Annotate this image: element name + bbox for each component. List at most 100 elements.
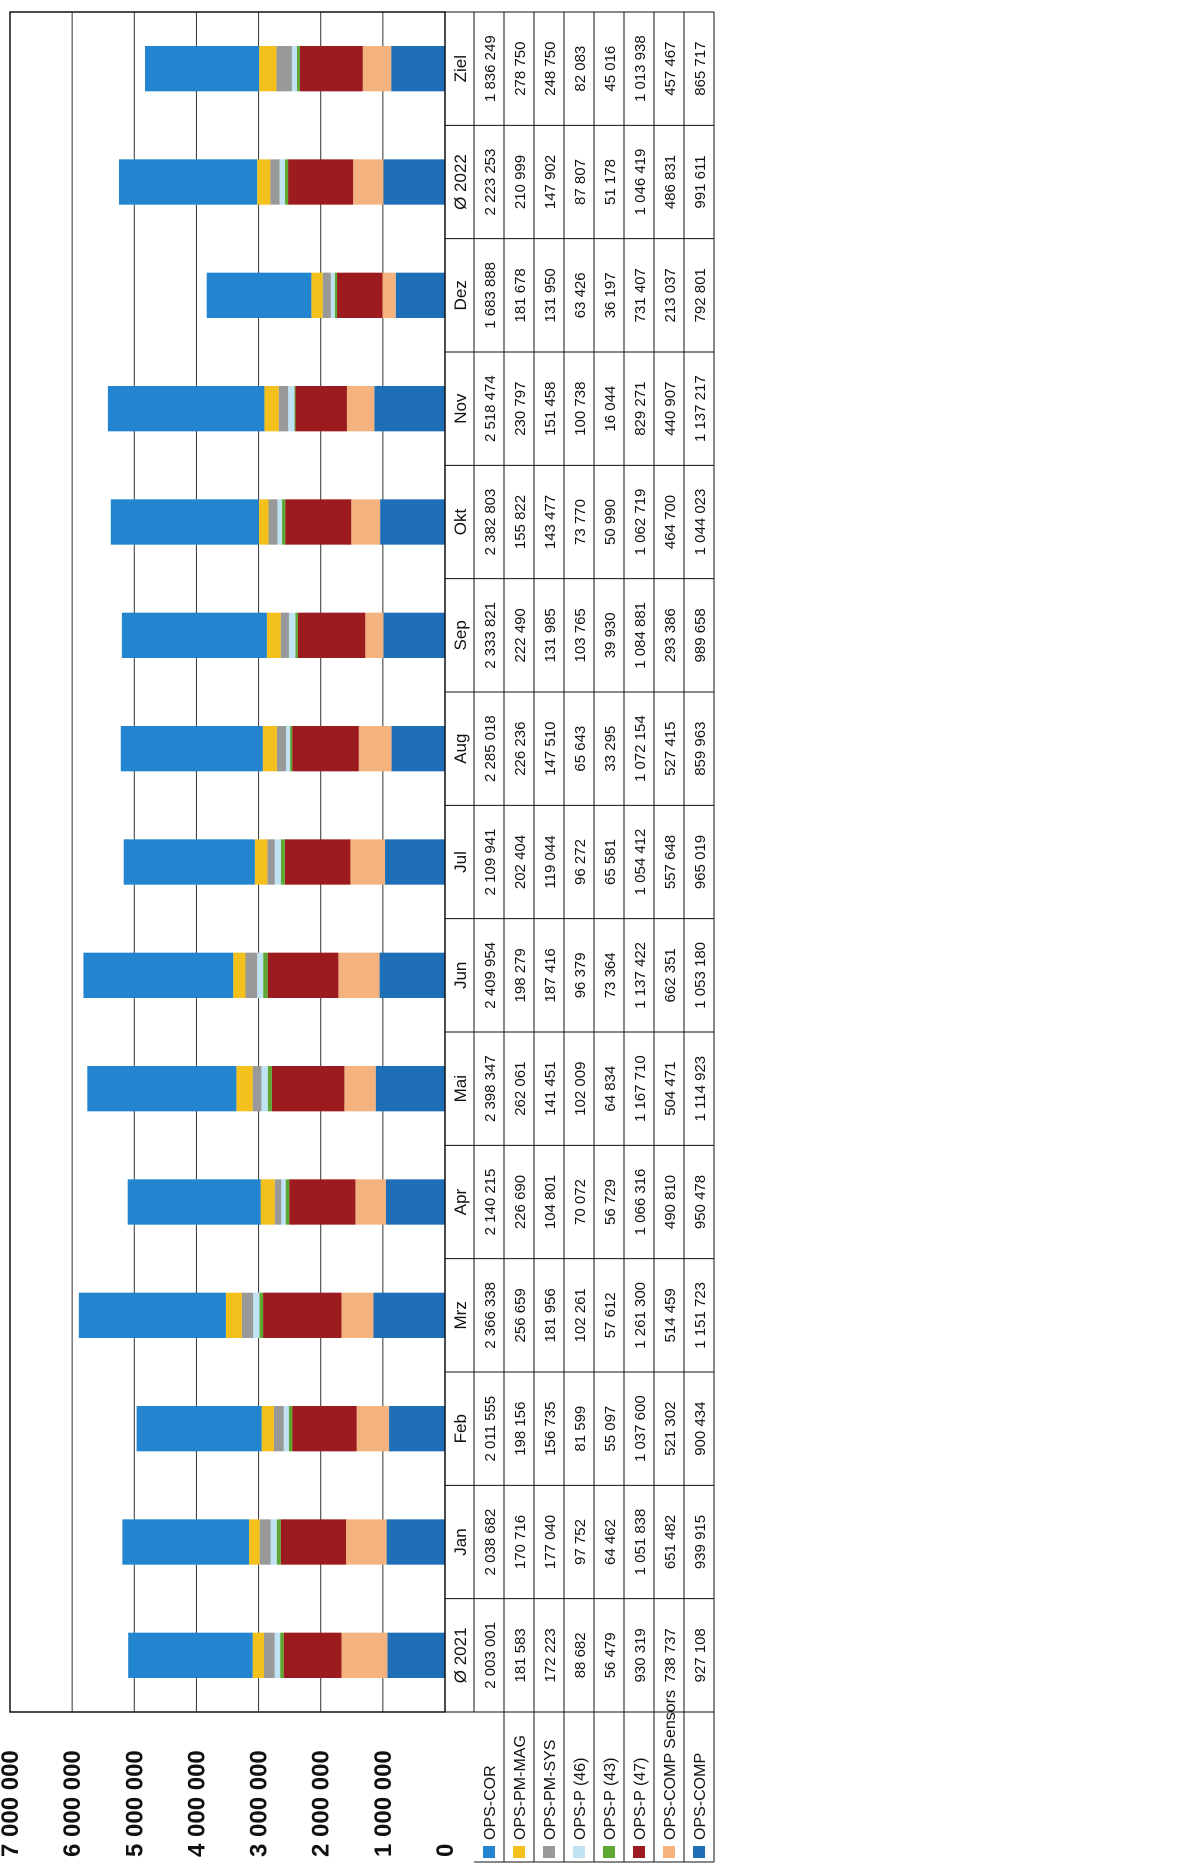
table-cell: 1 683 888 bbox=[482, 262, 499, 329]
bar-segment bbox=[373, 1292, 446, 1338]
bar-segment bbox=[295, 386, 347, 432]
bar-segment bbox=[249, 1519, 260, 1565]
table-cell: 1 137 422 bbox=[632, 942, 649, 1009]
table-cell: 87 807 bbox=[572, 159, 589, 205]
bar-segment bbox=[346, 386, 375, 432]
legend-label: OPS-COMP bbox=[692, 1753, 709, 1840]
bar-segment bbox=[107, 386, 265, 432]
table-column-header: Feb bbox=[451, 1414, 470, 1443]
y-axis-tick-labels: 0 1 000 000 2 000 000 3 000 000 4 000 000 5 0… bbox=[0, 1750, 459, 1857]
table-cell: 504 471 bbox=[662, 1062, 679, 1116]
table-column-header: Jan bbox=[451, 1528, 470, 1555]
legend-swatch bbox=[513, 1846, 525, 1858]
table-cell: 490 810 bbox=[662, 1175, 679, 1229]
table-cell: 131 950 bbox=[542, 268, 559, 322]
bar-segment bbox=[341, 1292, 374, 1338]
bar-segment bbox=[267, 952, 339, 998]
bar-segment bbox=[282, 499, 286, 545]
table-cell: 102 009 bbox=[572, 1062, 589, 1116]
bar-segment bbox=[285, 1179, 290, 1225]
bar-segment bbox=[127, 1179, 261, 1225]
bar-segment bbox=[391, 46, 445, 92]
bar-segment bbox=[264, 386, 279, 432]
table-column-header: Okt bbox=[451, 509, 470, 536]
bar-segment bbox=[379, 952, 446, 998]
bar-segment bbox=[276, 1519, 281, 1565]
table-cell: 1 037 600 bbox=[632, 1395, 649, 1462]
table-cell: 2 333 821 bbox=[482, 602, 499, 669]
bar-segment bbox=[382, 272, 396, 318]
y-tick-label: 0 bbox=[432, 1844, 459, 1857]
table-cell: 991 611 bbox=[692, 155, 709, 208]
table-column-header: Ø 2022 bbox=[451, 154, 470, 210]
bars bbox=[78, 46, 446, 1678]
bar-segment bbox=[295, 612, 298, 658]
legend-swatch bbox=[603, 1846, 615, 1858]
table-cell: 1 137 217 bbox=[692, 375, 709, 442]
bar-segment bbox=[136, 1406, 262, 1452]
bar-segment bbox=[351, 499, 381, 545]
bar-segment bbox=[258, 499, 269, 545]
bar-segment bbox=[280, 1519, 347, 1565]
table-cell: 226 236 bbox=[512, 722, 529, 776]
bar-segment bbox=[291, 46, 297, 92]
bar-segment bbox=[389, 1406, 446, 1452]
y-tick-label: 4 000 000 bbox=[183, 1750, 210, 1857]
table-cell: 1 044 023 bbox=[692, 489, 709, 556]
bar-segment bbox=[337, 272, 383, 318]
table-cell: 96 272 bbox=[572, 839, 589, 885]
y-tick-label: 5 000 000 bbox=[121, 1750, 148, 1857]
bar-segment bbox=[259, 46, 277, 92]
table-column-header: Jun bbox=[451, 962, 470, 989]
table-cell: 900 434 bbox=[692, 1402, 709, 1456]
y-tick-label: 2 000 000 bbox=[308, 1750, 335, 1857]
bar-segment bbox=[254, 839, 268, 885]
table-cell: 1 836 249 bbox=[482, 35, 499, 102]
legend-label: OPS-P (43) bbox=[602, 1758, 619, 1840]
table-cell: 521 302 bbox=[662, 1402, 679, 1456]
table-cell: 81 599 bbox=[572, 1406, 589, 1452]
table-cell: 70 072 bbox=[572, 1179, 589, 1225]
table-cell: 557 648 bbox=[662, 835, 679, 889]
bar-segment bbox=[241, 1292, 254, 1338]
bar-segment bbox=[257, 159, 271, 205]
table-cell: 181 678 bbox=[512, 268, 529, 322]
table-cell: 64 834 bbox=[602, 1066, 619, 1112]
table-cell: 293 386 bbox=[662, 608, 679, 662]
legend-swatch bbox=[483, 1846, 495, 1858]
bar-segment bbox=[284, 839, 351, 885]
bar-segment bbox=[383, 159, 445, 205]
plot-frame bbox=[9, 11, 446, 1713]
table-cell: 1 053 180 bbox=[692, 942, 709, 1009]
table-cell: 486 831 bbox=[662, 155, 679, 209]
table-cell: 170 716 bbox=[512, 1515, 529, 1569]
table-cell: 738 737 bbox=[662, 1628, 679, 1682]
table-cell: 527 415 bbox=[662, 722, 679, 776]
bar-segment bbox=[263, 952, 268, 998]
bar-segment bbox=[288, 386, 295, 432]
table-cell: 36 197 bbox=[602, 272, 619, 318]
table-cell: 1 054 412 bbox=[632, 829, 649, 896]
bar-segment bbox=[280, 839, 285, 885]
table-cell: 2 140 215 bbox=[482, 1169, 499, 1236]
bar-segment bbox=[299, 46, 363, 92]
table-cell: 829 271 bbox=[632, 382, 649, 436]
table-column-header: Apr bbox=[451, 1188, 470, 1215]
bar-segment bbox=[296, 46, 300, 92]
table-cell: 859 963 bbox=[692, 722, 709, 776]
bar-segment bbox=[267, 1065, 272, 1112]
table-cell: 198 279 bbox=[512, 948, 529, 1002]
bar-segment bbox=[288, 612, 296, 658]
bar-segment bbox=[273, 1406, 284, 1452]
table-cell: 2 398 347 bbox=[482, 1055, 499, 1122]
bar-segment bbox=[311, 272, 323, 318]
table-cell: 156 735 bbox=[542, 1402, 559, 1456]
bar-segment bbox=[283, 1632, 342, 1678]
bar-segment bbox=[286, 726, 291, 772]
table-cell: 97 752 bbox=[572, 1519, 589, 1565]
table-cell: 1 261 300 bbox=[632, 1282, 649, 1349]
bar-segment bbox=[274, 1179, 282, 1225]
bar-segment bbox=[280, 1632, 284, 1678]
table-cell: 102 261 bbox=[572, 1288, 589, 1342]
